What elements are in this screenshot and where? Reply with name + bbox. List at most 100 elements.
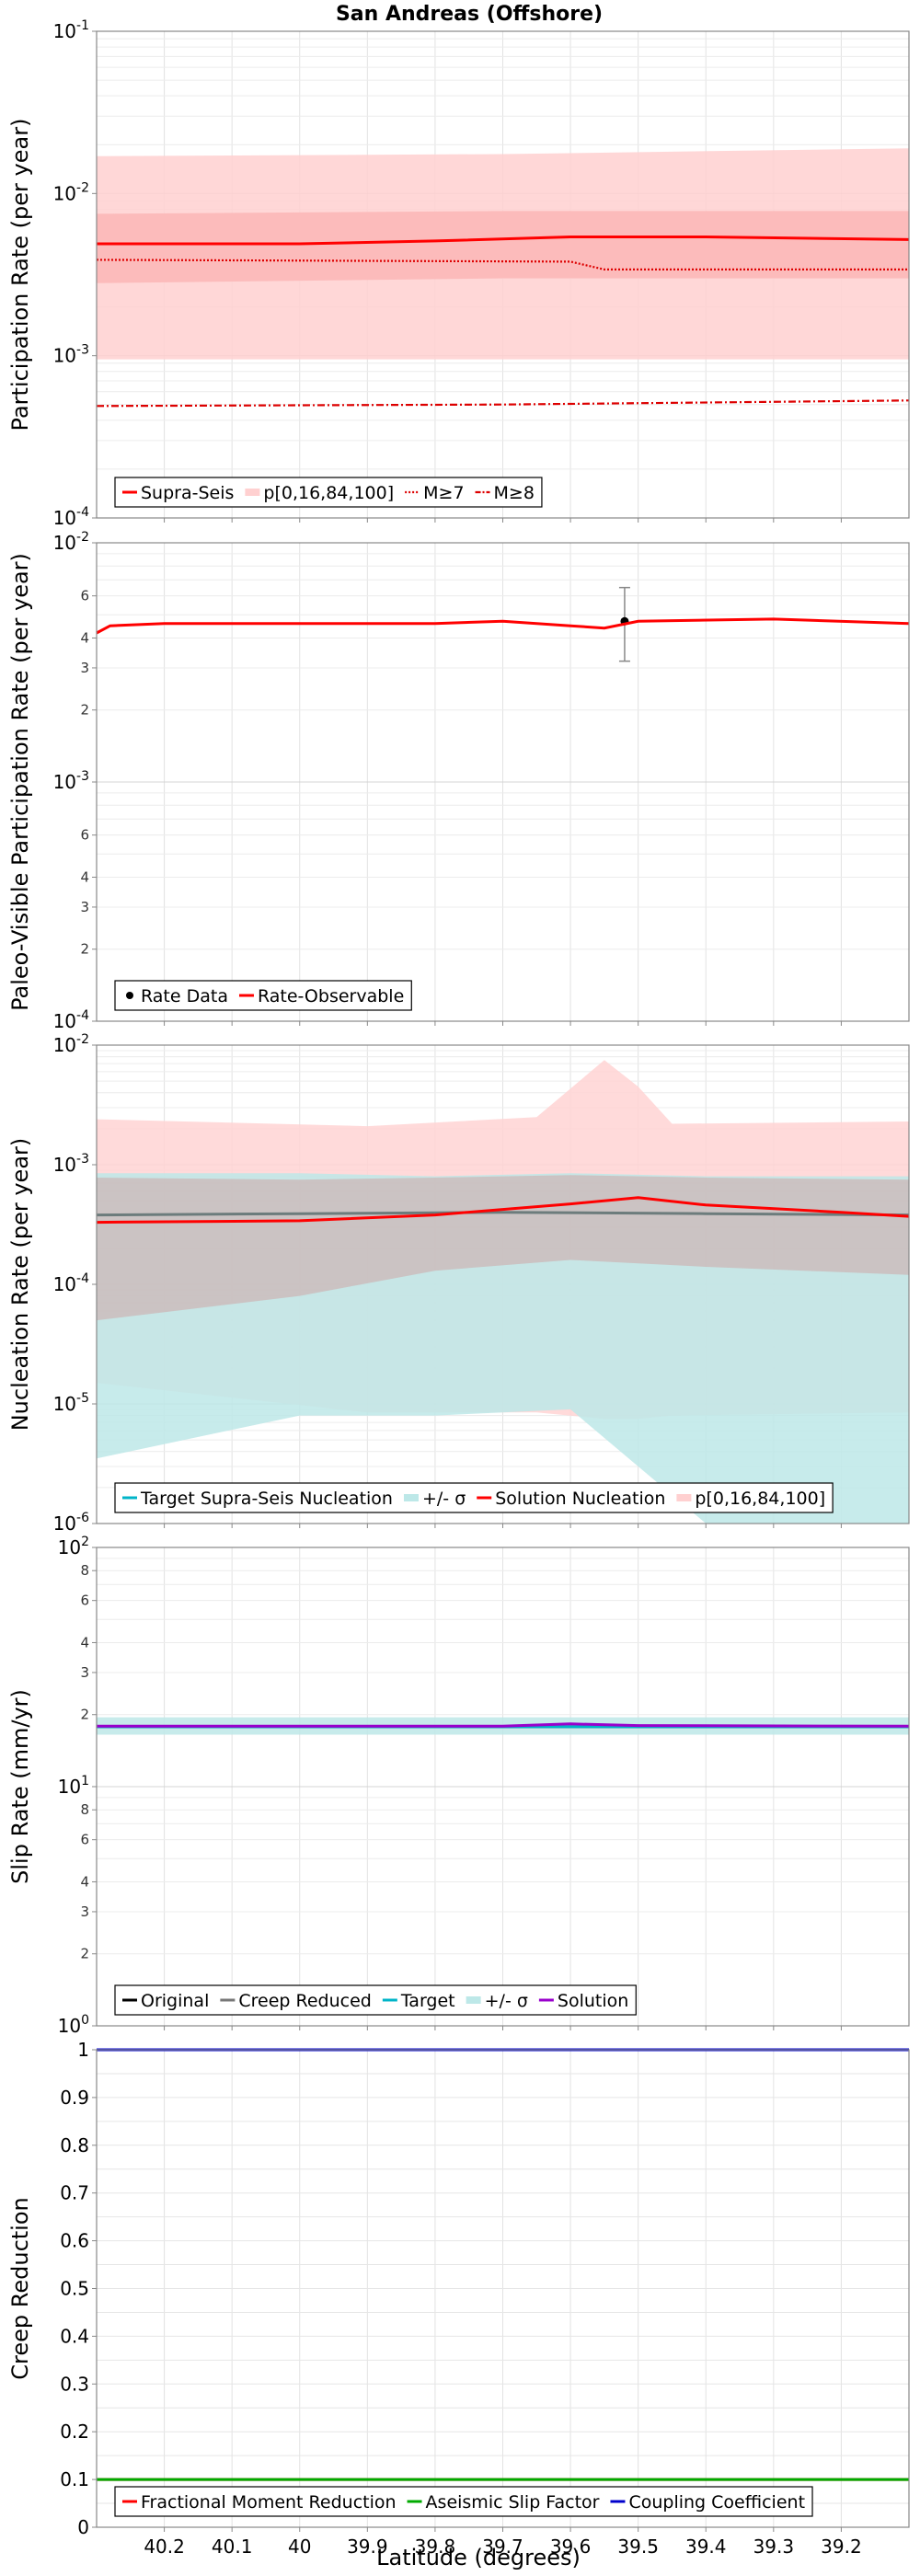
legend-label: Creep Reduced xyxy=(238,1991,371,2011)
y-tick-label: 8 xyxy=(80,1562,89,1579)
y-tick-label: 4 xyxy=(80,629,89,646)
y-tick-label: 6 xyxy=(80,1832,89,1848)
y-tick-label: 10-4 xyxy=(53,1008,90,1032)
x-tick-label: 39.3 xyxy=(753,2536,795,2558)
legend-swatch xyxy=(245,489,260,496)
x-tick-label: 39.2 xyxy=(821,2536,862,2558)
y-tick-label: 0.7 xyxy=(60,2182,89,2204)
legend-label: Fractional Moment Reduction xyxy=(141,2492,397,2513)
y-tick-label: 2 xyxy=(80,941,89,958)
y-tick-label: 0.2 xyxy=(60,2421,89,2443)
y-tick-label: 4 xyxy=(80,868,89,885)
y-tick-label: 10-3 xyxy=(53,1152,89,1176)
y-axis-label: Creep Reduction xyxy=(7,2197,33,2379)
legend-label: Target xyxy=(400,1991,455,2011)
legend-item: +/- σ xyxy=(403,1489,466,1509)
y-axis-label: Participation Rate (per year) xyxy=(7,119,33,431)
legend-item: Fractional Moment Reduction xyxy=(122,2492,397,2513)
legend-item: +/- σ xyxy=(466,1991,528,2011)
legend-label: Rate Data xyxy=(141,986,228,1006)
legend-item: Coupling Coefficient xyxy=(610,2492,805,2513)
legend-label: M≥7 xyxy=(423,483,464,503)
y-tick-label: 0.3 xyxy=(60,2373,89,2395)
y-tick-label: 0 xyxy=(77,2516,89,2538)
y-tick-label: 10-2 xyxy=(53,530,89,554)
series-participation-band-1 xyxy=(97,211,909,283)
series-participation-supra-seis xyxy=(97,236,910,246)
grid xyxy=(97,2049,909,2528)
y-axis-label: Slip Rate (mm/yr) xyxy=(7,1689,33,1884)
y-tick-label: 10-3 xyxy=(53,769,89,793)
legend-item: Target xyxy=(382,1991,455,2011)
x-tick-label: 40.2 xyxy=(144,2536,185,2558)
legend: Original Creep Reduced Target +/- σ Solution xyxy=(114,1984,637,2016)
legend-label: p[0,16,84,100] xyxy=(263,483,394,503)
grid xyxy=(97,543,909,1022)
y-axis-label: Nucleation Rate (per year) xyxy=(7,1138,33,1432)
y-tick-label: 8 xyxy=(80,1801,89,1818)
legend: Target Supra-Seis Nucleation +/- σ Solutio… xyxy=(114,1482,834,1513)
y-tick-label: 10-2 xyxy=(53,1032,89,1056)
legend-swatch xyxy=(466,1996,481,2004)
legend-item: p[0,16,84,100] xyxy=(245,483,394,503)
y-tick-label: 3 xyxy=(80,1903,89,1920)
x-tick-label: 39.6 xyxy=(550,2536,592,2558)
y-tick-label: 1 xyxy=(77,2039,89,2061)
legend-box xyxy=(114,980,412,1011)
y-tick-label: 0.1 xyxy=(60,2468,89,2490)
legend: Fractional Moment Reduction Aseismic Slip… xyxy=(114,2486,813,2517)
y-tick-label: 2 xyxy=(80,1946,89,1962)
legend-item: M≥8 xyxy=(475,483,535,503)
y-tick-label: 3 xyxy=(80,899,89,915)
panel-paleo: 10-2 6 4 3 2 10-3 6 4 3 2 10-4 Paleo-Visible Partic… xyxy=(7,530,910,1032)
y-tick-label: 10-6 xyxy=(53,1511,90,1535)
series-nucleation-solution-nucleation xyxy=(96,1196,910,1225)
legend-label: Coupling Coefficient xyxy=(628,2492,805,2513)
legend-item: Target Supra-Seis Nucleation xyxy=(122,1489,393,1509)
legend: Rate Data Rate-Observable xyxy=(114,980,412,1011)
y-tick-label: 10-3 xyxy=(53,343,89,367)
panel-slip: 102 8 6 4 3 2 101 8 6 4 3 2 100 Slip Rate (mm/yr) Orig… xyxy=(7,1535,910,2037)
series-paleo-rate-observable xyxy=(96,617,910,635)
y-axis-label: Paleo-Visible Participation Rate (per ye… xyxy=(7,553,33,1011)
x-tick-label: 39.5 xyxy=(617,2536,659,2558)
x-tick-label: 39.4 xyxy=(685,2536,727,2558)
y-tick-label: 10-5 xyxy=(53,1391,89,1415)
y-tick-label: 6 xyxy=(80,1593,89,1609)
legend-item: p[0,16,84,100] xyxy=(676,1489,825,1509)
series-nucleation-target-supra-seis-nucleation xyxy=(96,1211,910,1217)
series-participation-m-7 xyxy=(96,259,909,270)
legend-label: Solution Nucleation xyxy=(495,1489,665,1509)
x-tick-label: 40.1 xyxy=(212,2536,253,2558)
legend-label: +/- σ xyxy=(422,1489,466,1509)
legend-label: p[0,16,84,100] xyxy=(695,1489,825,1509)
y-tick-label: 101 xyxy=(58,1774,89,1798)
y-tick-label: 0.6 xyxy=(60,2230,89,2252)
legend-label: Target Supra-Seis Nucleation xyxy=(140,1489,393,1509)
legend: Supra-Seis p[0,16,84,100] M≥7 M≥8 xyxy=(114,477,543,508)
x-tick-label: 39.9 xyxy=(347,2536,388,2558)
legend-swatch xyxy=(403,1494,419,1501)
y-tick-label: 3 xyxy=(80,1664,89,1681)
legend-label: Supra-Seis xyxy=(141,483,234,503)
y-tick-label: 4 xyxy=(80,1634,89,1650)
y-tick-label: 10-4 xyxy=(53,1271,90,1295)
x-tick-label: 39.8 xyxy=(415,2536,456,2558)
legend-item: Rate-Observable xyxy=(238,986,404,1006)
legend-item: Original xyxy=(122,1991,209,2011)
legend-label: Aseismic Slip Factor xyxy=(426,2492,600,2513)
y-tick-label: 2 xyxy=(80,702,89,719)
series-participation-m-8 xyxy=(96,399,910,408)
series-slip-solution xyxy=(97,1722,910,1728)
legend-item: Supra-Seis xyxy=(122,483,234,503)
figure-title: San Andreas (Offshore) xyxy=(336,3,603,26)
y-tick-label: 100 xyxy=(58,2013,89,2037)
y-tick-label: 4 xyxy=(80,1873,89,1890)
y-tick-label: 0.4 xyxy=(60,2325,89,2347)
x-axis-label: Latitude (degrees) xyxy=(376,2545,581,2570)
y-tick-label: 10-2 xyxy=(53,180,89,204)
legend-label: Rate-Observable xyxy=(258,986,404,1006)
legend-label: M≥8 xyxy=(494,483,535,503)
legend-swatch xyxy=(676,1494,692,1501)
